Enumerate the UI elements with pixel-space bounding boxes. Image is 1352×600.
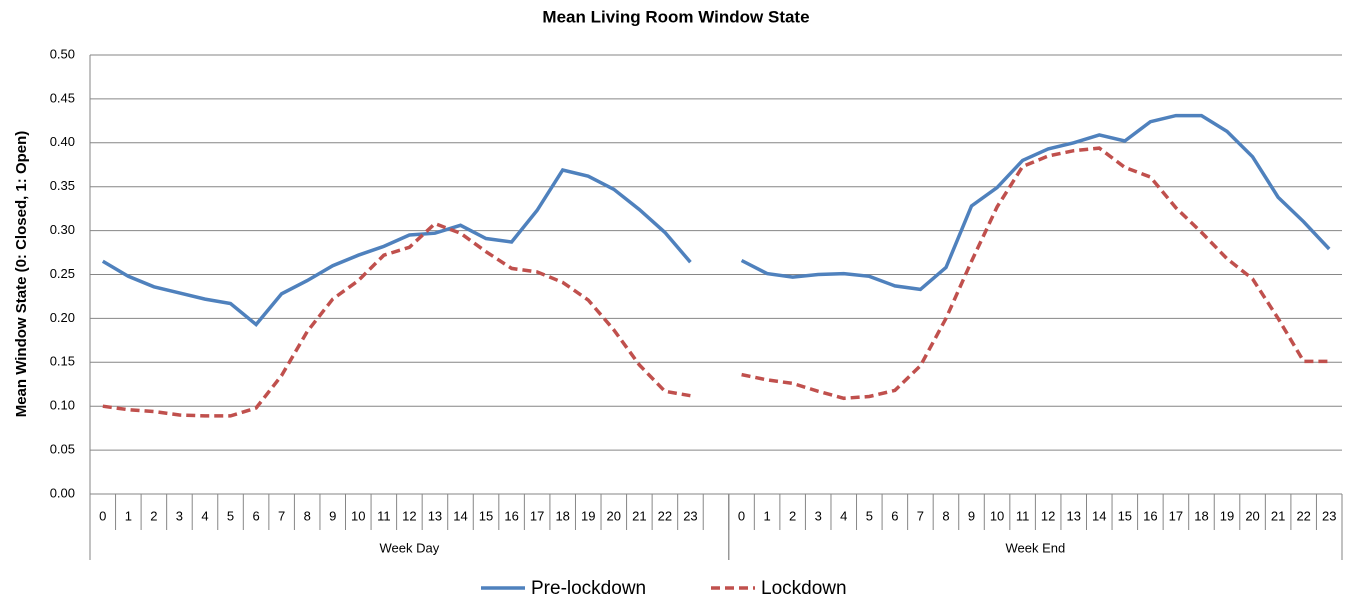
x-tick-label: 3	[176, 508, 183, 523]
x-tick-label: 14	[453, 508, 467, 523]
x-tick-label: 20	[607, 508, 621, 523]
x-tick-label: 22	[658, 508, 672, 523]
x-tick-label: 23	[1322, 508, 1336, 523]
x-tick-label: 12	[1041, 508, 1055, 523]
x-tick-label: 5	[227, 508, 234, 523]
x-tick-label: 19	[581, 508, 595, 523]
legend-label: Lockdown	[761, 578, 847, 599]
x-tick-label: 21	[632, 508, 646, 523]
x-tick-label: 18	[1194, 508, 1208, 523]
legend-label: Pre-lockdown	[531, 578, 646, 599]
x-tick-label: 16	[504, 508, 518, 523]
y-tick-label: 0.15	[50, 354, 75, 369]
x-tick-label: 3	[815, 508, 822, 523]
series-line	[101, 113, 1331, 327]
y-tick-label: 0.10	[50, 398, 75, 413]
y-tick-label: 0.45	[50, 90, 75, 105]
x-tick-label: 14	[1092, 508, 1106, 523]
x-tick-label: 22	[1296, 508, 1310, 523]
x-tick-label: 1	[763, 508, 770, 523]
x-tick-label: 17	[1169, 508, 1183, 523]
y-tick-label: 0.25	[50, 266, 75, 281]
x-tick-label: 4	[201, 508, 208, 523]
group-label: Week Day	[380, 540, 440, 555]
x-tick-label: 15	[1118, 508, 1132, 523]
x-tick-label: 20	[1245, 508, 1259, 523]
x-tick-label: 10	[990, 508, 1004, 523]
x-tick-label: 19	[1220, 508, 1234, 523]
chart-title: Mean Living Room Window State	[542, 7, 809, 26]
y-tick-label: 0.00	[50, 485, 75, 500]
group-label: Week End	[1006, 540, 1066, 555]
x-tick-label: 23	[683, 508, 697, 523]
x-tick-label: 0	[738, 508, 745, 523]
x-tick-label: 15	[479, 508, 493, 523]
x-tick-label: 13	[428, 508, 442, 523]
x-tick-label: 21	[1271, 508, 1285, 523]
x-tick-label: 8	[304, 508, 311, 523]
x-tick-label: 9	[968, 508, 975, 523]
x-tick-label: 0	[99, 508, 106, 523]
x-tick-label: 10	[351, 508, 365, 523]
series-line	[102, 146, 1330, 418]
x-tick-label: 6	[891, 508, 898, 523]
y-tick-label: 0.40	[50, 134, 75, 149]
x-tick-label: 7	[278, 508, 285, 523]
y-tick-label: 0.30	[50, 222, 75, 237]
x-tick-label: 4	[840, 508, 847, 523]
x-tick-label: 8	[942, 508, 949, 523]
x-tick-label: 16	[1143, 508, 1157, 523]
x-tick-label: 11	[1016, 508, 1030, 523]
x-tick-label: 12	[402, 508, 416, 523]
y-tick-label: 0.20	[50, 310, 75, 325]
x-tick-label: 13	[1066, 508, 1080, 523]
x-tick-label: 1	[125, 508, 132, 523]
x-tick-label: 2	[789, 508, 796, 523]
y-tick-label: 0.35	[50, 178, 75, 193]
x-tick-label: 2	[150, 508, 157, 523]
x-tick-label: 11	[377, 508, 391, 523]
y-tick-label: 0.50	[50, 46, 75, 61]
y-tick-label: 0.05	[50, 442, 75, 457]
x-tick-label: 17	[530, 508, 544, 523]
x-tick-label: 7	[917, 508, 924, 523]
x-tick-label: 9	[329, 508, 336, 523]
x-tick-label: 6	[252, 508, 259, 523]
y-axis-label: Mean Window State (0: Closed, 1: Open)	[13, 131, 30, 418]
x-tick-label: 5	[866, 508, 873, 523]
x-tick-label: 18	[555, 508, 569, 523]
